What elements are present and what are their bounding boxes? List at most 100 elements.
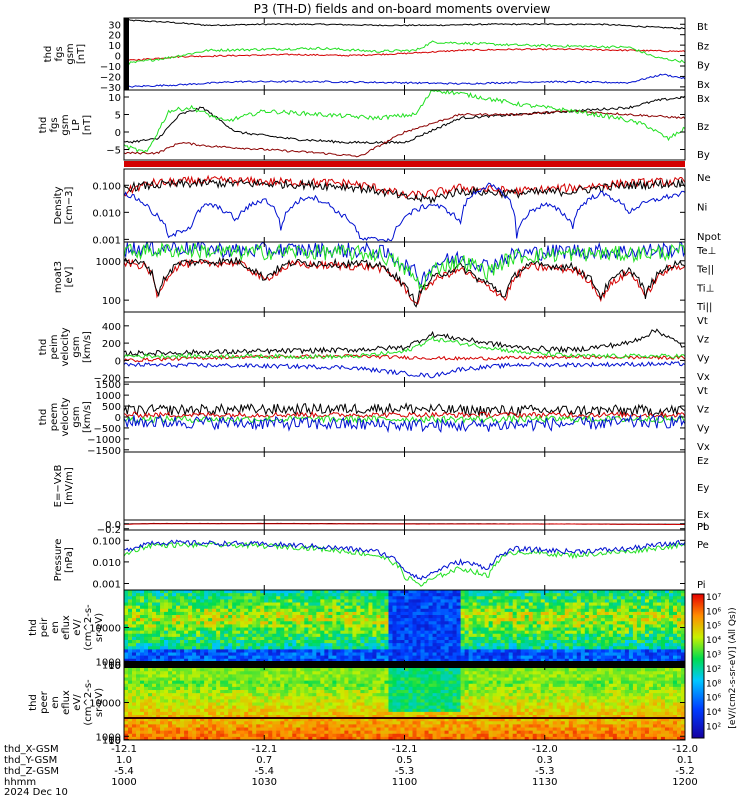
spectrogram-cell <box>552 605 558 610</box>
spectrogram-cell <box>240 711 245 716</box>
spectrogram-cell <box>476 646 482 650</box>
spectrogram-cell <box>500 596 506 600</box>
spectrogram-cell <box>644 658 650 663</box>
spectrogram-cell <box>560 649 566 654</box>
spectrogram-cell <box>400 602 406 607</box>
spectrogram-cell <box>352 621 358 625</box>
spectrogram-cell <box>324 596 329 600</box>
spectrogram-cell <box>308 593 313 597</box>
spectrogram-cell <box>320 730 325 735</box>
spectrogram-cell <box>676 599 682 604</box>
spectrogram-cell <box>668 658 674 663</box>
spectrogram-cell <box>296 621 301 625</box>
spectrogram-cell <box>176 715 181 719</box>
spectrogram-cell <box>328 618 333 622</box>
spectrogram-cell <box>680 618 685 622</box>
spectrogram-cell <box>348 630 354 635</box>
spectrogram-cell <box>600 652 606 657</box>
spectrogram-cell <box>280 711 285 716</box>
spectrogram-cell <box>668 640 674 644</box>
spectrogram-cell <box>196 618 201 622</box>
spectrogram-cell <box>140 658 145 663</box>
spectrogram-cell <box>264 721 269 725</box>
spectrogram-cell <box>532 640 538 644</box>
spectrogram-cell <box>588 633 594 638</box>
spectrogram-cell <box>424 643 430 647</box>
spectrogram-cell <box>532 621 538 625</box>
spectrogram-cell <box>368 627 374 632</box>
spectrogram-cell <box>428 590 434 594</box>
spectrogram-cell <box>216 686 221 691</box>
spectrogram-cell <box>524 655 530 660</box>
spectrogram-cell <box>192 618 197 622</box>
spectrogram-cell <box>176 736 181 740</box>
spectrogram-cell <box>480 655 486 660</box>
spectrogram-cell <box>664 643 670 647</box>
spectrogram-cell <box>376 593 382 597</box>
spectrogram-cell <box>324 627 329 632</box>
spectrogram-cell <box>404 605 410 610</box>
spectrogram-cell <box>252 671 257 675</box>
spectrogram-cell <box>296 611 301 616</box>
spectrogram-cell <box>212 627 217 632</box>
spectrogram-cell <box>232 696 237 700</box>
spectrogram-cell <box>168 646 173 650</box>
spectrogram-cell <box>256 605 261 610</box>
spectrogram-cell <box>168 677 173 682</box>
spectrogram-cell <box>592 599 598 604</box>
spectrogram-cell <box>172 624 177 629</box>
spectrogram-cell <box>368 615 374 619</box>
series-line-Vz <box>124 410 685 419</box>
spectrogram-cell <box>124 590 129 594</box>
spectrogram-cell <box>144 611 149 616</box>
spectrogram-cell <box>380 602 386 607</box>
spectrogram-cell <box>268 611 273 616</box>
spectrogram-cell <box>468 624 474 629</box>
spectrogram-cell <box>580 605 586 610</box>
spectrogram-cell <box>500 602 506 607</box>
spectrogram-cell <box>424 658 430 663</box>
spectrogram-cell <box>276 596 281 600</box>
spectrogram-cell <box>604 602 610 607</box>
spectrogram-cell <box>604 611 610 616</box>
spectrogram-cell <box>172 590 177 594</box>
y-tick-label: 1000 <box>96 391 121 402</box>
spectrogram-cell <box>136 705 141 710</box>
spectrogram-cell <box>216 730 221 735</box>
spectrogram-cell <box>520 652 526 657</box>
spectrogram-cell <box>388 646 394 650</box>
spectrogram-cell <box>124 596 129 600</box>
spectrogram-cell <box>284 715 289 719</box>
spectrogram-cell <box>244 618 249 622</box>
spectrogram-cell <box>216 605 221 610</box>
legend-Pb: Pb <box>697 522 709 533</box>
spectrogram-cell <box>348 611 354 616</box>
spectrogram-cell <box>400 624 406 629</box>
spectrogram-cell <box>300 690 305 694</box>
spectrogram-cell <box>124 711 129 716</box>
spectrogram-cell <box>476 627 482 632</box>
spectrogram-cell <box>336 686 341 691</box>
spectrogram-cell <box>384 608 390 613</box>
spectrogram-cell <box>680 658 685 663</box>
spectrogram-cell <box>664 599 670 604</box>
spectrogram-cell <box>620 608 626 613</box>
spectrogram-cell <box>532 636 538 641</box>
spectrogram-cell <box>312 677 317 682</box>
y-axis-label: (cm^2-s- <box>83 604 94 651</box>
spectrogram-cell <box>372 605 378 610</box>
spectrogram-cell <box>480 652 486 657</box>
spectrogram-cell <box>208 708 213 713</box>
spectrogram-cell <box>452 652 458 657</box>
spectrogram-cell <box>204 718 209 722</box>
spectrogram-cell <box>284 593 289 597</box>
spectrogram-cell <box>144 724 149 729</box>
spectrogram-cell <box>248 677 253 682</box>
spectrogram-cell <box>588 649 594 654</box>
spectrogram-cell <box>228 655 233 660</box>
spectrogram-cell <box>284 702 289 707</box>
spectrogram-cell <box>216 636 221 641</box>
spectrogram-cell <box>184 699 189 704</box>
spectrogram-cell <box>472 593 478 597</box>
spectrogram-cell <box>228 677 233 682</box>
